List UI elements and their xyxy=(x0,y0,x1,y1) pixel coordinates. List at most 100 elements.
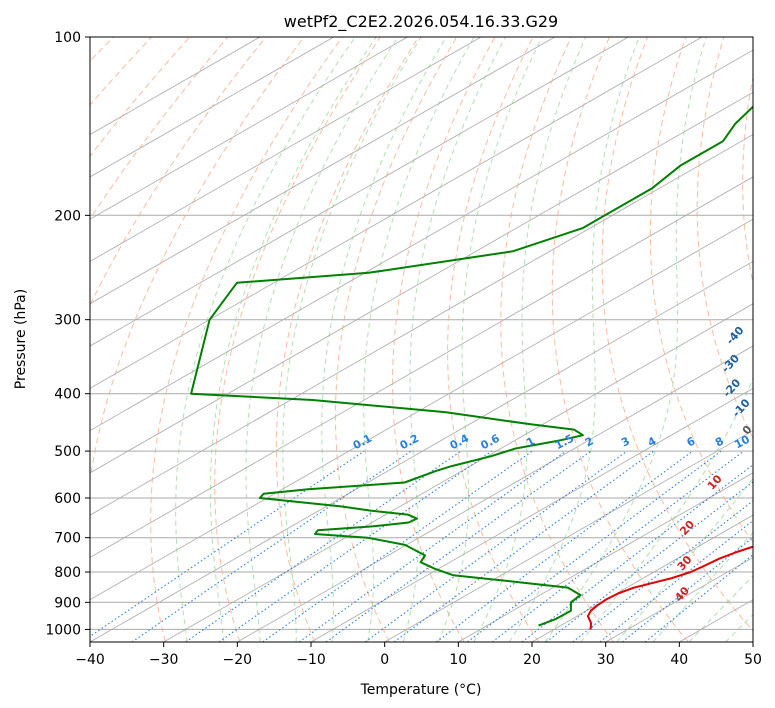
mixing-ratio-line xyxy=(90,450,365,638)
isotherm xyxy=(90,49,753,432)
isotherm xyxy=(163,303,753,642)
mixing-ratio-lines xyxy=(90,450,753,642)
mixing-ratio-line xyxy=(262,450,533,642)
pressure-gridlines xyxy=(90,37,753,630)
chart-title: wetPf2_C2E2.2026.054.16.33.G29 xyxy=(284,12,558,32)
dry-adiabat-label: -30 xyxy=(719,352,742,376)
isotherm xyxy=(90,37,261,136)
mixing-ratio-line xyxy=(521,464,753,642)
dry-adiabats xyxy=(0,37,753,642)
moist-adiabat xyxy=(508,37,640,642)
dry-adiabat-label: 10 xyxy=(705,472,725,492)
x-axis-label: Temperature (°C) xyxy=(360,682,482,698)
moist-adiabat xyxy=(321,37,447,642)
mixing-ratio-label: 2 xyxy=(583,434,596,449)
moist-adiabat xyxy=(652,531,753,642)
isotherm xyxy=(90,134,753,516)
isotherm xyxy=(90,37,703,389)
dry-adiabat xyxy=(696,37,753,440)
mixing-ratio-line xyxy=(298,450,567,642)
isotherm xyxy=(90,37,482,262)
dry-adiabat xyxy=(90,37,305,642)
x-tick-label: 20 xyxy=(523,652,541,668)
y-tick-label: 1000 xyxy=(45,622,81,638)
y-tick-label: 400 xyxy=(54,387,81,403)
isotherm xyxy=(90,176,753,558)
isotherm xyxy=(752,641,753,642)
dry-adiabat xyxy=(0,37,75,642)
mixing-ratio-line xyxy=(545,481,753,642)
moist-adiabat xyxy=(209,37,377,642)
x-tick-label: 40 xyxy=(670,652,688,668)
isotherm xyxy=(90,37,334,178)
x-tick-label: 10 xyxy=(449,652,467,668)
y-tick-label: 800 xyxy=(54,565,81,581)
isotherm xyxy=(90,91,753,474)
x-tick-label: 50 xyxy=(744,652,762,668)
moist-adiabat xyxy=(580,376,753,642)
mixing-ratio-label: 0.6 xyxy=(478,432,502,453)
dry-adiabat xyxy=(551,37,689,642)
dry-adiabat xyxy=(150,37,343,642)
mixing-ratio-line xyxy=(467,450,722,642)
dry-adiabat-label: 40 xyxy=(672,584,692,604)
isotherm xyxy=(90,37,408,220)
mixing-ratio-label: 10 xyxy=(732,433,752,452)
mixing-ratio-line xyxy=(131,450,412,642)
moist-adiabat xyxy=(473,37,587,642)
mixing-ratio-line xyxy=(599,519,753,642)
dry-adiabat-label: -20 xyxy=(720,376,743,400)
moist-adiabat xyxy=(402,37,506,642)
y-tick-label: 200 xyxy=(54,208,81,224)
temperature-trace xyxy=(586,545,753,630)
moist-adiabat xyxy=(245,37,399,642)
dry-adiabat xyxy=(275,37,420,642)
mixing-ratio-line xyxy=(393,450,655,642)
dry-adiabat xyxy=(392,37,496,642)
mixing-ratio-line xyxy=(491,450,745,642)
isotherm xyxy=(531,514,753,642)
mixing-ratio-line xyxy=(185,450,462,642)
x-tick-label: −40 xyxy=(75,652,105,668)
isotherm xyxy=(384,430,753,642)
y-axis-label: Pressure (hPa) xyxy=(13,289,29,389)
mixing-ratio-line xyxy=(644,553,753,642)
dry-adiabat xyxy=(500,37,614,642)
dry-adiabat xyxy=(447,37,540,642)
dry-adiabat xyxy=(90,37,229,221)
mixing-ratio-line xyxy=(218,450,493,642)
x-tick-label: −30 xyxy=(149,652,179,668)
dry-adiabat xyxy=(601,37,753,632)
dry-adiabat-label: -40 xyxy=(724,324,747,348)
y-tick-label: 700 xyxy=(54,531,81,547)
plot-frame xyxy=(89,36,754,643)
mixing-ratio-label: 0.1 xyxy=(351,432,374,453)
mixing-ratio-label: 0.2 xyxy=(398,432,421,453)
dewpoint-trace xyxy=(190,105,753,627)
x-tick-label: 30 xyxy=(597,652,615,668)
isotherm xyxy=(237,345,753,642)
mixing-ratio-label: 6 xyxy=(685,434,698,449)
isotherm xyxy=(458,472,753,642)
mixing-ratio-line xyxy=(622,536,753,642)
mixing-ratio-line xyxy=(364,450,628,642)
dry-adiabat xyxy=(214,37,381,642)
mixing-ratio-line xyxy=(325,450,592,642)
moist-adiabat xyxy=(544,37,707,642)
isotherm xyxy=(90,37,555,305)
isotherm xyxy=(310,387,753,642)
mixing-ratio-label: 3 xyxy=(619,434,632,449)
y-tick-label: 300 xyxy=(54,313,81,329)
isotherm xyxy=(90,218,753,601)
moist-adiabat xyxy=(175,37,356,642)
axes: −40 −30 −20 −10 0 10 20 30 40 5010020030040050060… xyxy=(45,30,762,668)
isotherms xyxy=(90,37,753,642)
moist-adiabat xyxy=(437,37,543,642)
x-tick-label: 0 xyxy=(380,652,389,668)
y-tick-label: 900 xyxy=(54,595,81,611)
y-tick-label: 500 xyxy=(54,444,81,460)
dry-adiabat xyxy=(742,74,753,286)
isotherm xyxy=(90,37,629,347)
x-tick-label: −10 xyxy=(296,652,326,668)
